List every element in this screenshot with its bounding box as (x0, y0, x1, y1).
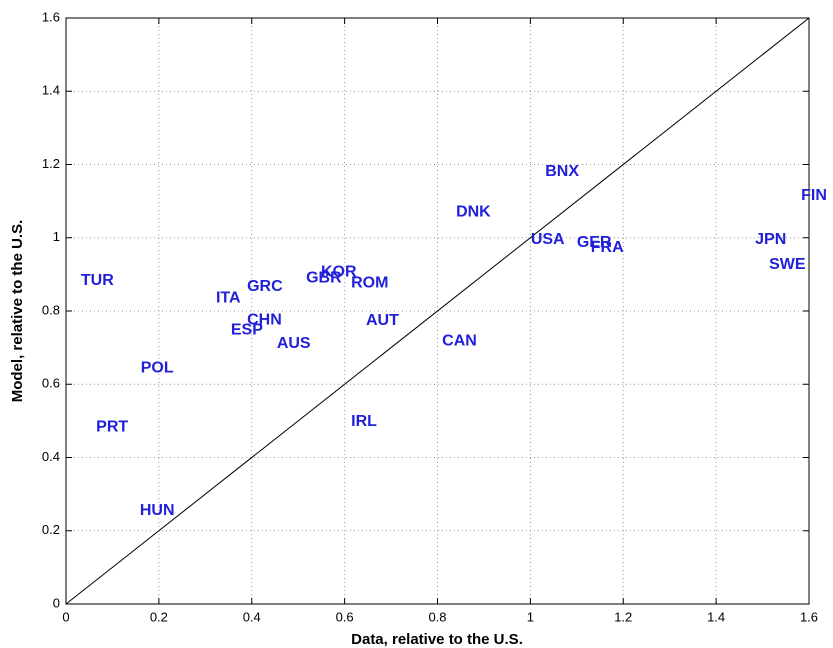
y-axis-label: Model, relative to the U.S. (9, 220, 26, 403)
x-axis-label: Data, relative to the U.S. (351, 631, 523, 648)
y-tick-label: 0.8 (42, 302, 60, 317)
point-label: CAN (442, 332, 477, 349)
point-label: GBR (306, 269, 342, 286)
x-tick-label: 0.2 (150, 609, 168, 624)
point-label: FIN (801, 187, 827, 204)
point-label: KOR (321, 263, 357, 280)
point-label: USA (531, 231, 565, 248)
point-label: IRL (351, 413, 377, 430)
y-tick-label: 1.2 (42, 156, 60, 171)
y-tick-label: 0.4 (42, 449, 60, 464)
point-label: ESP (231, 321, 263, 338)
point-label: ROM (351, 274, 388, 291)
point-label: CHN (247, 311, 282, 328)
point-label: GER (577, 234, 612, 251)
point-label: TUR (81, 272, 114, 289)
plot-frame (65, 17, 810, 605)
reference-line (65, 17, 810, 605)
point-label: GRC (247, 278, 283, 295)
point-label: ITA (216, 289, 241, 306)
x-tick-label: 0.6 (336, 609, 354, 624)
y-tick-label: 0.6 (42, 376, 60, 391)
y-tick-label: 1.4 (42, 83, 60, 98)
y-tick-label: 0 (53, 595, 60, 610)
y-tick-label: 0.2 (42, 522, 60, 537)
x-tick-label: 1 (527, 609, 534, 624)
point-label: PRT (96, 418, 128, 435)
point-label: DNK (456, 203, 491, 220)
point-label: JPN (755, 231, 786, 248)
point-label: FRA (591, 239, 624, 256)
point-label: SWE (769, 256, 806, 273)
x-tick-label: 1.4 (707, 609, 725, 624)
point-label: BNX (545, 163, 579, 180)
x-tick-label: 0.4 (243, 609, 261, 624)
point-label: HUN (140, 502, 175, 519)
x-tick-label: 1.6 (800, 609, 818, 624)
point-label: AUS (277, 335, 311, 352)
x-tick-label: 0 (62, 609, 69, 624)
point-label: POL (141, 359, 174, 376)
y-tick-label: 1.6 (42, 9, 60, 24)
point-label: AUT (366, 312, 399, 329)
x-tick-label: 0.8 (428, 609, 446, 624)
y-tick-label: 1 (53, 229, 60, 244)
x-tick-label: 1.2 (614, 609, 632, 624)
